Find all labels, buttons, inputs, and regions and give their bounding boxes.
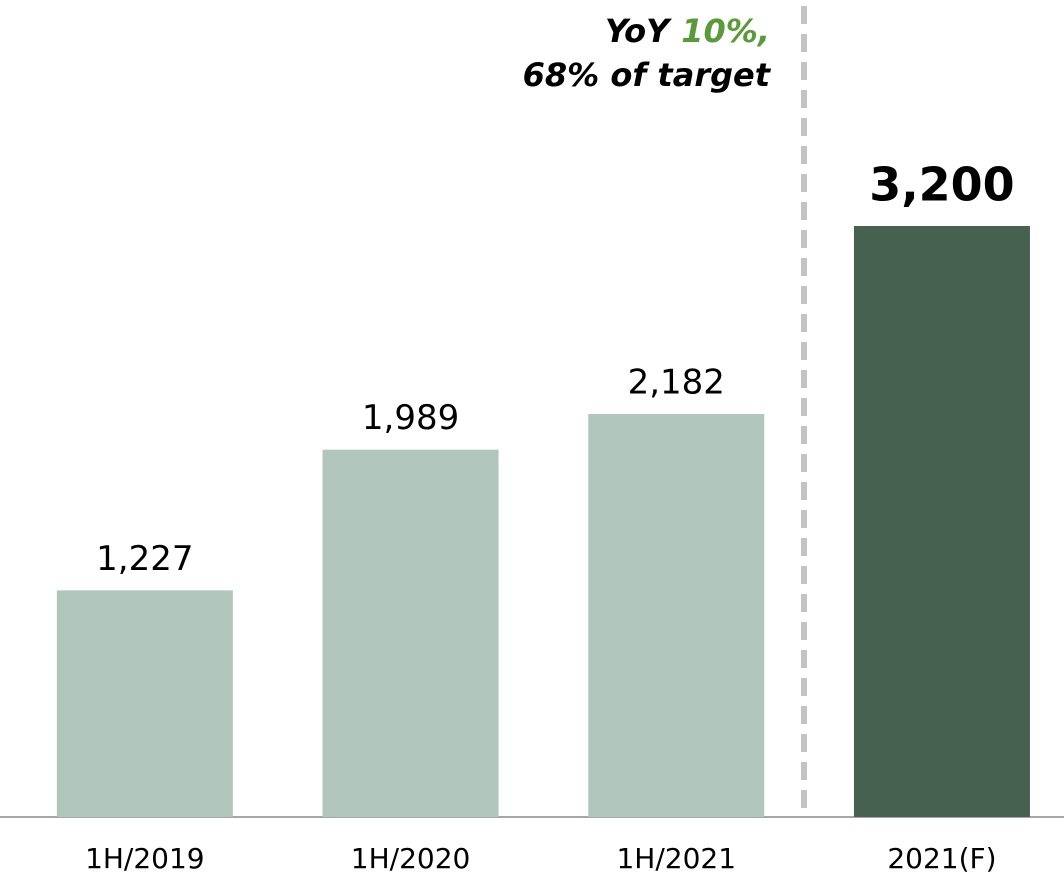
annotation-prefix: YoY — [605, 12, 672, 50]
x-tick-label: 1H/2020 — [351, 842, 471, 875]
value-label: 1,227 — [96, 539, 193, 579]
value-label: 1,989 — [362, 398, 459, 438]
annotation: 68% of target — [523, 56, 772, 94]
x-tick-label: 1H/2019 — [85, 842, 205, 875]
value-label: 3,200 — [869, 158, 1015, 212]
annotation: YoY 10%, — [605, 12, 770, 50]
value-label: 2,182 — [628, 363, 725, 403]
annotation-highlight: 10%, — [681, 12, 770, 50]
x-tick-label: 2021(F) — [887, 842, 996, 875]
bar — [853, 226, 1030, 817]
x-tick-label: 1H/2021 — [616, 842, 736, 875]
bar — [56, 590, 233, 817]
bar — [322, 449, 499, 817]
bar — [588, 414, 765, 817]
